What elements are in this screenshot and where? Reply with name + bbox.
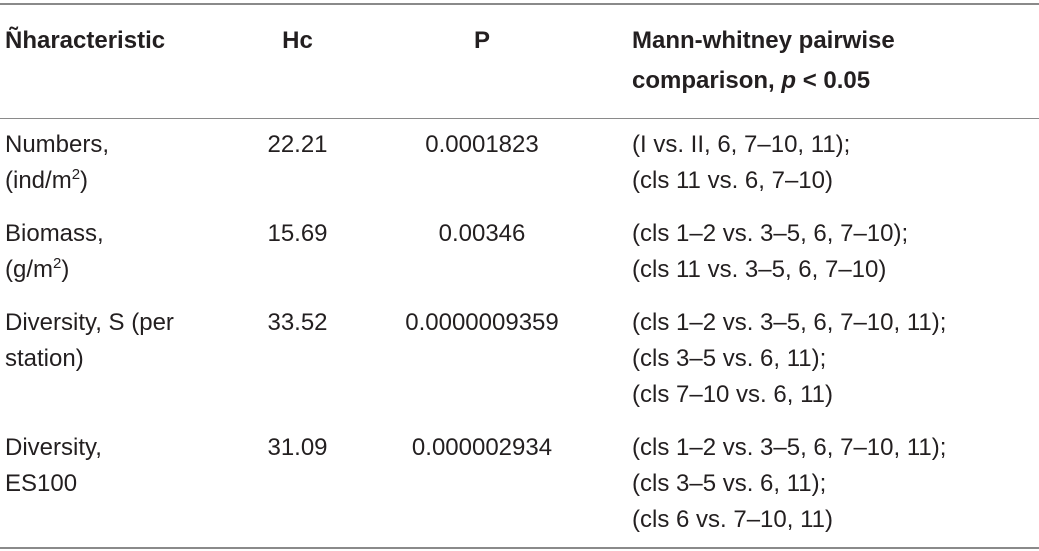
cell-text-sup: 2 <box>53 255 62 272</box>
table-row: Diversity, ES100 31.09 0.000002934 (cls 1–2 … <box>0 422 1039 548</box>
table-cell: 0.0001823 <box>355 119 609 209</box>
cell-text: 31.09 <box>267 434 328 461</box>
table-cell: Biomass, (g/m2) <box>0 208 240 297</box>
cell-text: comparison, <box>632 67 782 94</box>
table-cell: 15.69 <box>240 208 355 297</box>
cell-text: (g/m <box>5 256 53 283</box>
cell-text: Numbers, <box>5 131 110 158</box>
cell-line: (cls 6 vs. 7–10, 11) <box>632 502 1039 538</box>
cell-text: (cls 1–2 vs. 3–5, 6, 7–10); <box>632 220 909 247</box>
cell-text: (cls 11 vs. 3–5, 6, 7–10) <box>632 256 887 283</box>
data-table: Ñharacteristic Hc P Mann-whitney pairwise co… <box>0 3 1039 549</box>
cell-text: < 0.05 <box>796 67 871 94</box>
cell-line: 0.00346 <box>355 216 609 252</box>
cell-line: Hc <box>240 21 355 61</box>
cell-text: (I vs. II, 6, 7–10, 11); <box>632 131 851 158</box>
table-cell: 0.000002934 <box>355 422 609 548</box>
cell-text: ES100 <box>5 470 78 497</box>
cell-line: Diversity, <box>5 430 240 466</box>
cell-text: 0.0000009359 <box>405 309 559 336</box>
cell-text: 15.69 <box>267 220 328 247</box>
cell-text: (cls 1–2 vs. 3–5, 6, 7–10, 11); <box>632 309 947 336</box>
cell-text: Mann-whitney pairwise <box>632 27 895 54</box>
cell-text: P <box>473 27 490 54</box>
cell-text: Diversity, S (per <box>5 309 174 336</box>
cell-line: (cls 1–2 vs. 3–5, 6, 7–10); <box>632 216 1039 252</box>
cell-line: Mann-whitney pairwise <box>632 21 1039 61</box>
table-header: Ñharacteristic Hc P Mann-whitney pairwise co… <box>0 4 1039 119</box>
cell-text: (cls 7–10 vs. 6, 11) <box>632 381 833 408</box>
cell-text: 0.000002934 <box>411 434 553 461</box>
cell-text: Hc <box>282 27 313 54</box>
cell-line: (g/m2) <box>5 252 240 288</box>
cell-text: (cls 1–2 vs. 3–5, 6, 7–10, 11); <box>632 434 947 461</box>
cell-text: Ñharacteristic <box>5 27 166 54</box>
cell-text: 22.21 <box>267 131 328 158</box>
cell-line: 0.0000009359 <box>355 305 609 341</box>
cell-text: (cls 6 vs. 7–10, 11) <box>632 506 833 533</box>
cell-text: (ind/m <box>5 167 72 194</box>
cell-line: 31.09 <box>240 430 355 466</box>
cell-text: (cls 3–5 vs. 6, 11); <box>632 345 827 372</box>
cell-line: 15.69 <box>240 216 355 252</box>
cell-line: (cls 1–2 vs. 3–5, 6, 7–10, 11); <box>632 430 1039 466</box>
header-cell: Hc <box>240 4 355 119</box>
cell-line: ES100 <box>5 466 240 502</box>
cell-line: P <box>355 21 609 61</box>
cell-line: station) <box>5 341 240 377</box>
table-body: Numbers, (ind/m2) 22.21 0.0001823 (I vs. II,… <box>0 119 1039 548</box>
table-cell: 0.00346 <box>355 208 609 297</box>
cell-line: (I vs. II, 6, 7–10, 11); <box>632 127 1039 163</box>
table-cell: Diversity, ES100 <box>0 422 240 548</box>
cell-text: 33.52 <box>267 309 328 336</box>
cell-line: 0.0001823 <box>355 127 609 163</box>
cell-text: Diversity, <box>5 434 102 461</box>
cell-text: 0.00346 <box>438 220 526 247</box>
header-cell: Mann-whitney pairwise comparison, p < 0.0… <box>609 4 1039 119</box>
table-row: Biomass, (g/m2) 15.69 0.00346 (cls 1–2 vs. 3… <box>0 208 1039 297</box>
cell-line: Biomass, <box>5 216 240 252</box>
cell-line: 22.21 <box>240 127 355 163</box>
table-cell: Diversity, S (per station) <box>0 297 240 422</box>
cell-text: 0.0001823 <box>425 131 539 158</box>
cell-line: Numbers, <box>5 127 240 163</box>
header-cell: P <box>355 4 609 119</box>
table-row: Numbers, (ind/m2) 22.21 0.0001823 (I vs. II,… <box>0 119 1039 209</box>
cell-line: (ind/m2) <box>5 163 240 199</box>
cell-line: (cls 11 vs. 3–5, 6, 7–10) <box>632 252 1039 288</box>
cell-line: Diversity, S (per <box>5 305 240 341</box>
cell-line: (cls 3–5 vs. 6, 11); <box>632 466 1039 502</box>
cell-line: (cls 11 vs. 6, 7–10) <box>632 163 1039 199</box>
cell-line: Ñharacteristic <box>5 21 240 61</box>
table-cell: (cls 1–2 vs. 3–5, 6, 7–10, 11); (cls 3–5 … <box>609 297 1039 422</box>
table-cell: 31.09 <box>240 422 355 548</box>
cell-text: (cls 11 vs. 6, 7–10) <box>632 167 833 194</box>
cell-text-italic: p <box>781 67 797 94</box>
cell-text-sup: 2 <box>71 166 81 183</box>
cell-line: 33.52 <box>240 305 355 341</box>
table-cell: (cls 1–2 vs. 3–5, 6, 7–10, 11); (cls 3–5 … <box>609 422 1039 548</box>
cell-line: (cls 7–10 vs. 6, 11) <box>632 377 1039 413</box>
table-cell: (cls 1–2 vs. 3–5, 6, 7–10); (cls 11 vs. 3… <box>609 208 1039 297</box>
table-cell: (I vs. II, 6, 7–10, 11); (cls 11 vs. 6, 7… <box>609 119 1039 209</box>
cell-text: station) <box>5 345 84 372</box>
cell-text: ) <box>80 167 89 194</box>
table-cell: 22.21 <box>240 119 355 209</box>
cell-line: (cls 3–5 vs. 6, 11); <box>632 341 1039 377</box>
table-row: Diversity, S (per station) 33.52 0.00000093… <box>0 297 1039 422</box>
cell-text: Biomass, <box>5 220 104 247</box>
cell-line: comparison, p < 0.05 <box>632 61 1039 101</box>
table-cell: Numbers, (ind/m2) <box>0 119 240 209</box>
table-cell: 0.0000009359 <box>355 297 609 422</box>
cell-text: (cls 3–5 vs. 6, 11); <box>632 470 827 497</box>
header-cell: Ñharacteristic <box>0 4 240 119</box>
cell-line: 0.000002934 <box>355 430 609 466</box>
table-cell: 33.52 <box>240 297 355 422</box>
cell-text: ) <box>61 256 70 283</box>
header-row: Ñharacteristic Hc P Mann-whitney pairwise co… <box>0 4 1039 119</box>
cell-line: (cls 1–2 vs. 3–5, 6, 7–10, 11); <box>632 305 1039 341</box>
